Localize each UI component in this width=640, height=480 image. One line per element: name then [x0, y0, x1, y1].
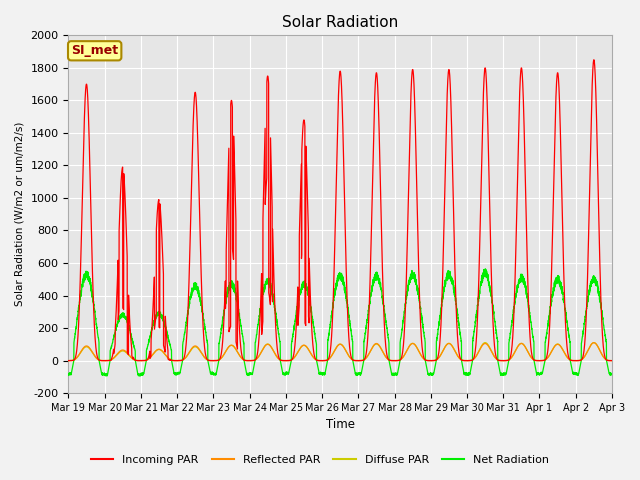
X-axis label: Time: Time [326, 419, 355, 432]
Title: Solar Radiation: Solar Radiation [282, 15, 398, 30]
Text: SI_met: SI_met [71, 44, 118, 57]
Y-axis label: Solar Radiation (W/m2 or um/m2/s): Solar Radiation (W/m2 or um/m2/s) [15, 122, 25, 306]
Legend: Incoming PAR, Reflected PAR, Diffuse PAR, Net Radiation: Incoming PAR, Reflected PAR, Diffuse PAR… [86, 451, 554, 469]
